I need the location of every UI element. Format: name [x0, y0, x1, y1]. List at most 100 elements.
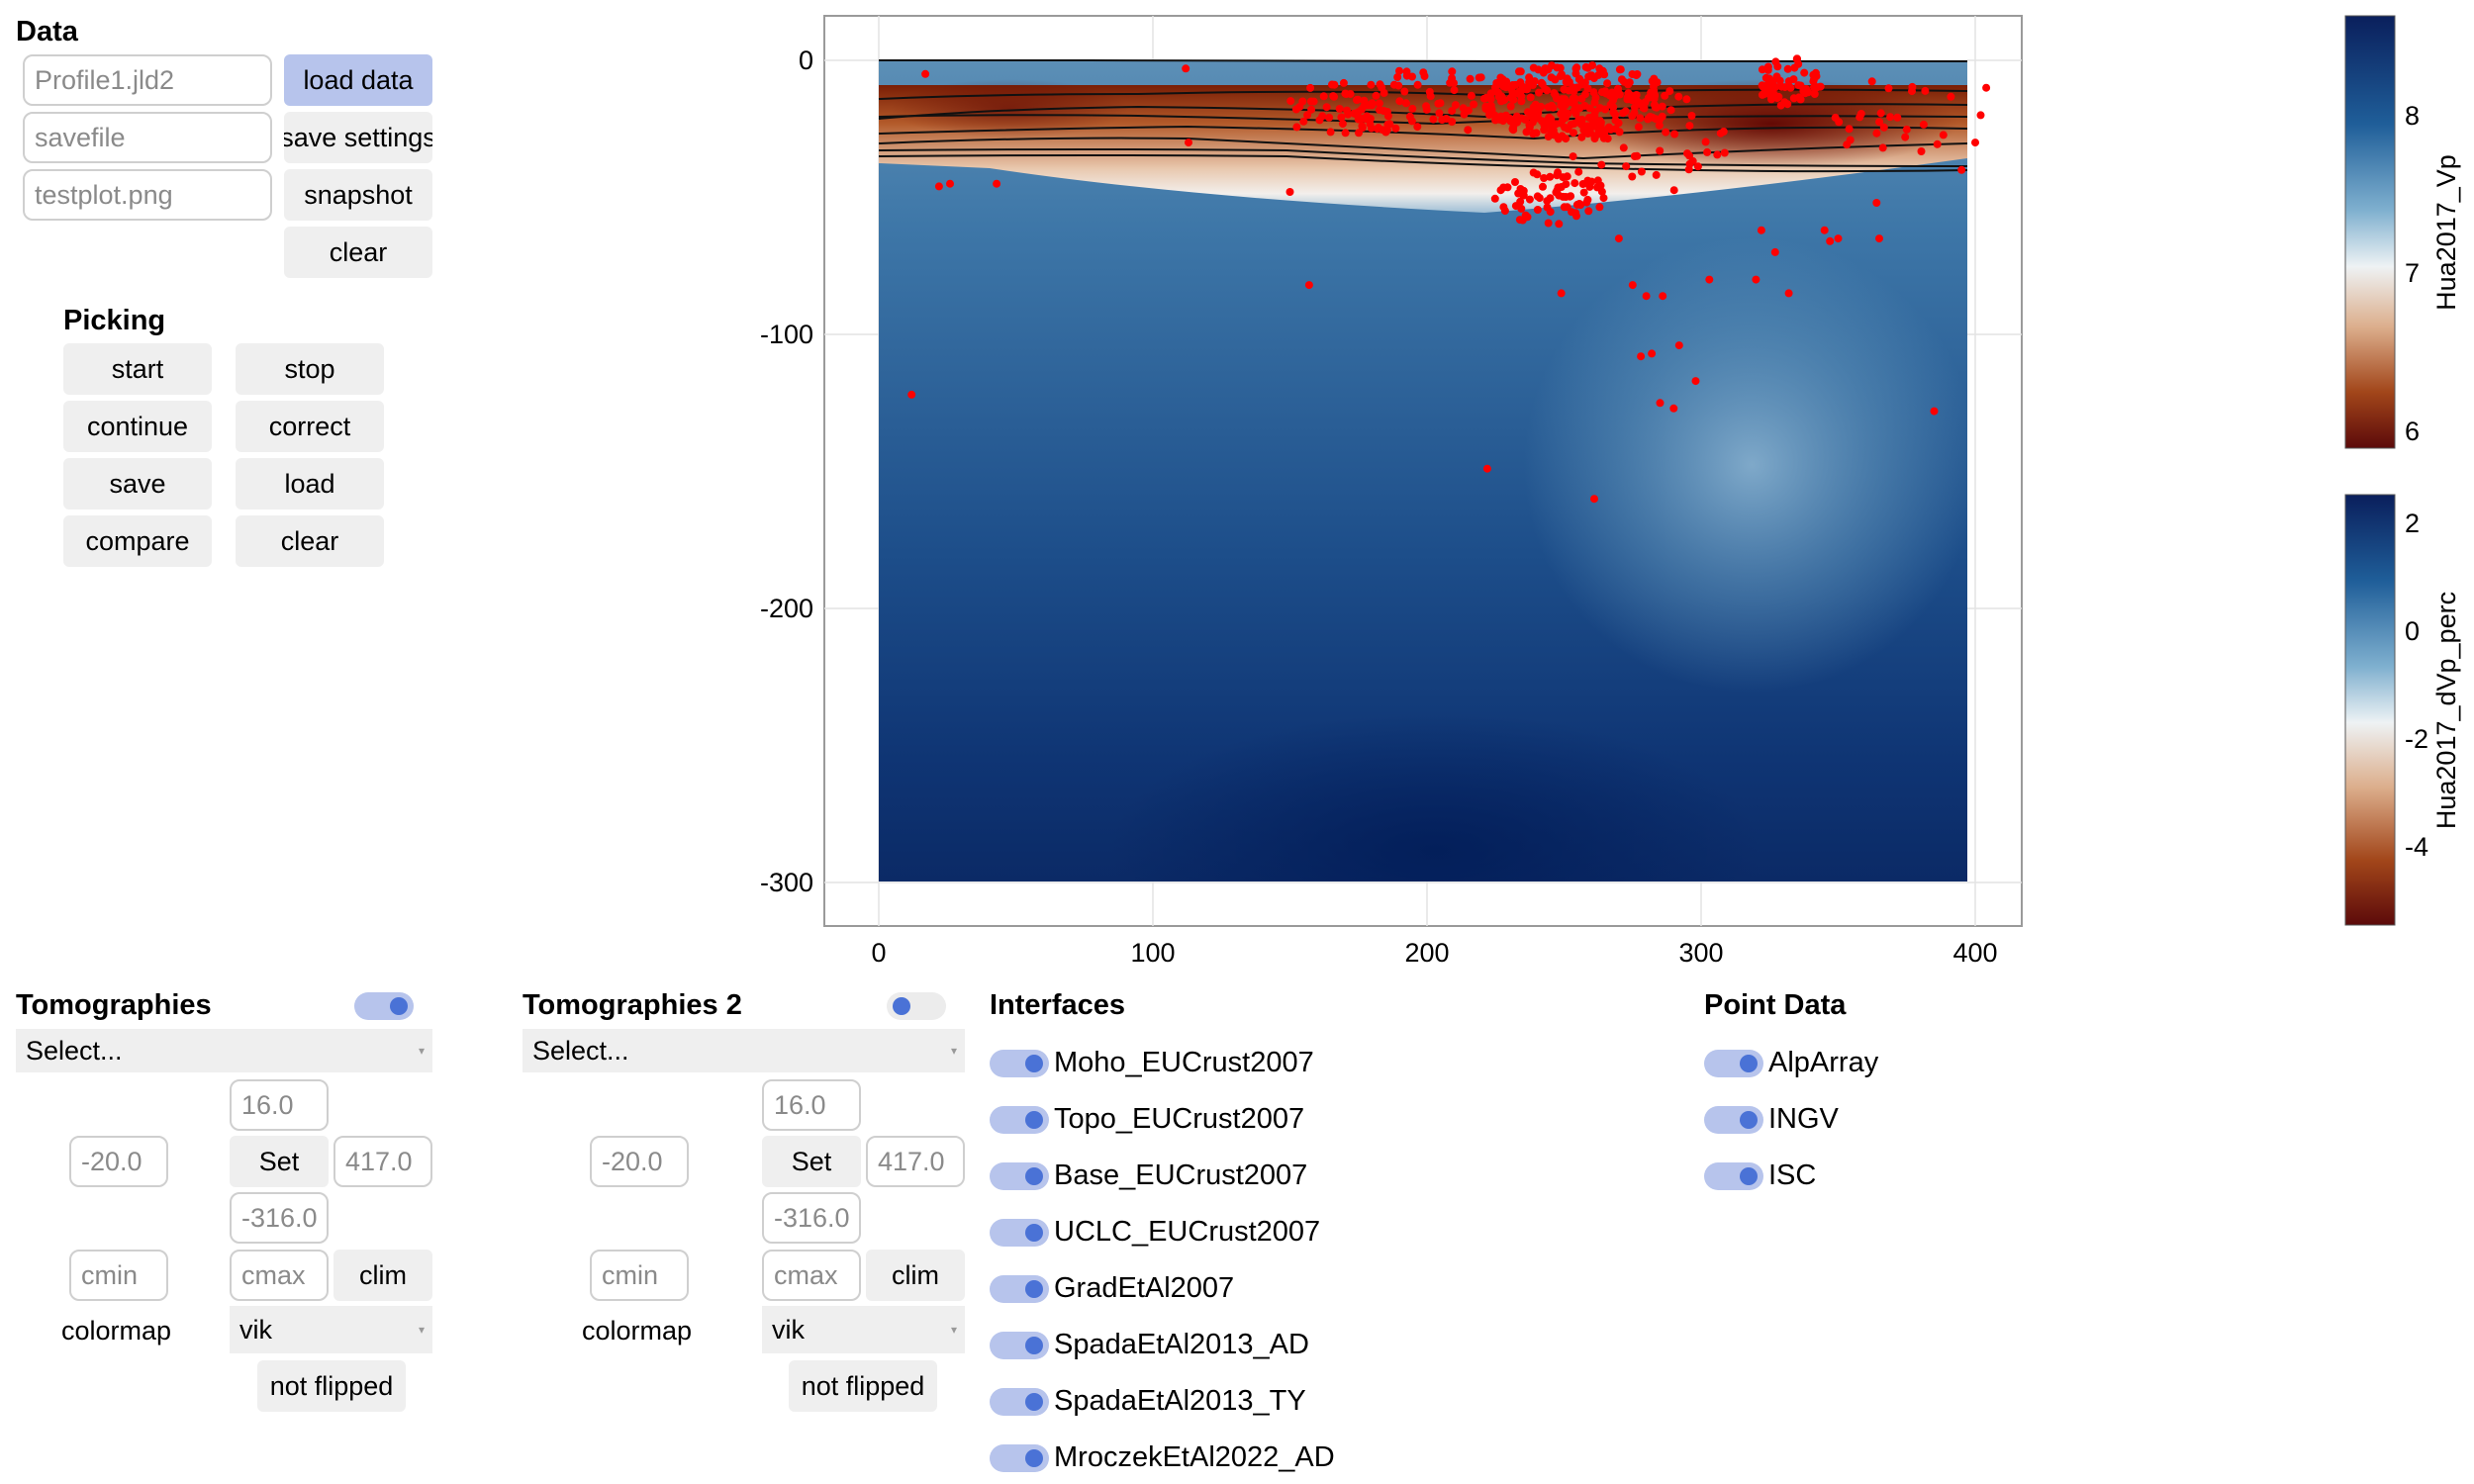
- scatter-point: [1394, 81, 1403, 90]
- scatter-point: [1703, 147, 1712, 156]
- interface-toggle[interactable]: [990, 1162, 1049, 1190]
- interface-toggle[interactable]: [990, 1275, 1049, 1303]
- scatter-point: [1598, 66, 1607, 75]
- tomo-top-input[interactable]: 16.0: [230, 1079, 329, 1131]
- tomo2-cmax-input[interactable]: cmax: [762, 1250, 861, 1301]
- scatter-point: [1784, 77, 1793, 86]
- scatter-point: [1435, 109, 1444, 118]
- scatter-point: [1583, 63, 1592, 72]
- picking-stop-button[interactable]: stop: [236, 343, 384, 395]
- scatter-point: [1571, 109, 1580, 118]
- scatter-point: [1322, 103, 1331, 112]
- tomo2-cmin-input[interactable]: cmin: [590, 1250, 689, 1301]
- tomo2-set-button[interactable]: Set: [762, 1136, 861, 1187]
- tomo-right-input[interactable]: 417.0: [333, 1136, 432, 1187]
- scatter-point: [1577, 80, 1586, 89]
- picking-start-button[interactable]: start: [63, 343, 212, 395]
- tomo2-right-input[interactable]: 417.0: [866, 1136, 965, 1187]
- tomography-select[interactable]: Select... ▾: [16, 1029, 432, 1072]
- savefile-placeholder: savefile: [35, 122, 126, 152]
- interface-toggle[interactable]: [990, 1388, 1049, 1416]
- scatter-point: [1780, 98, 1789, 107]
- scatter-point: [1875, 234, 1883, 243]
- picking-clear-button[interactable]: clear: [236, 515, 384, 567]
- tomo-flip-button[interactable]: not flipped: [257, 1360, 406, 1412]
- interface-label: MroczekEtAl2022_AD: [1054, 1441, 1335, 1473]
- toggle-knob: [1025, 1224, 1043, 1242]
- picking-save-button[interactable]: save: [63, 458, 212, 510]
- scatter-point: [1878, 143, 1887, 152]
- scatter-point: [1631, 103, 1639, 112]
- scatter-point: [1338, 120, 1347, 129]
- scatter-point: [1784, 289, 1793, 298]
- save-settings-button[interactable]: save settings: [284, 112, 432, 163]
- tomo-left-input[interactable]: -20.0: [69, 1136, 168, 1187]
- interface-toggle[interactable]: [990, 1050, 1049, 1077]
- scatter-point: [1628, 172, 1637, 181]
- scatter-point: [1757, 226, 1765, 234]
- scatter-point: [1652, 170, 1661, 179]
- scatter-point: [1577, 133, 1586, 141]
- profile-plot[interactable]: 0 -100 -200 -300 0 100 200 300 400: [752, 0, 2058, 979]
- snapshot-button[interactable]: snapshot: [284, 169, 432, 221]
- picking-compare-button[interactable]: compare: [63, 515, 212, 567]
- tomo2-colormap-select[interactable]: vik ▾: [762, 1306, 965, 1353]
- scatter-point: [1328, 80, 1336, 89]
- scatter-point: [1511, 178, 1519, 186]
- scatter-point: [1570, 179, 1579, 188]
- point-data-title: Point Data: [1704, 989, 1847, 1021]
- interface-toggle[interactable]: [990, 1219, 1049, 1247]
- clear-data-button[interactable]: clear: [284, 227, 432, 278]
- picking-load-button[interactable]: load: [236, 458, 384, 510]
- interface-toggle[interactable]: [990, 1444, 1049, 1472]
- interface-toggle[interactable]: [990, 1106, 1049, 1134]
- scatter-point: [1879, 123, 1888, 132]
- scatter-point: [1515, 216, 1524, 225]
- scatter-point: [1493, 88, 1502, 97]
- tomo-colormap-select[interactable]: vik ▾: [230, 1306, 432, 1353]
- scatter-point: [1669, 404, 1678, 413]
- scatter-point: [1355, 129, 1363, 138]
- tomo-cmax-input[interactable]: cmax: [230, 1250, 329, 1301]
- tomographies-toggle[interactable]: [354, 992, 414, 1020]
- picking-continue-button[interactable]: continue: [63, 401, 212, 452]
- scatter-point: [1569, 152, 1577, 161]
- scatter-point: [1820, 226, 1829, 234]
- tomo-bottom-input[interactable]: -316.0: [230, 1192, 329, 1244]
- profile-file-input[interactable]: Profile1.jld2: [23, 54, 272, 106]
- scatter-point: [1292, 123, 1301, 132]
- point-data-toggle[interactable]: [1704, 1106, 1763, 1134]
- point-data-toggle[interactable]: [1704, 1162, 1763, 1190]
- colorbar-vp-tick: 7: [2405, 258, 2420, 288]
- savefile-input[interactable]: savefile: [23, 112, 272, 163]
- scatter-point: [1546, 172, 1555, 181]
- picking-correct-button[interactable]: correct: [236, 401, 384, 452]
- scatter-point: [1519, 186, 1528, 195]
- y-tick-label: -200: [760, 594, 813, 623]
- tomo-set-button[interactable]: Set: [230, 1136, 329, 1187]
- tomo2-bottom-input[interactable]: -316.0: [762, 1192, 861, 1244]
- tomo2-top-input[interactable]: 16.0: [762, 1079, 861, 1131]
- tomo-cmin-input[interactable]: cmin: [69, 1250, 168, 1301]
- scatter-point: [921, 69, 930, 78]
- scatter-point: [1448, 107, 1457, 116]
- load-data-button[interactable]: load data: [284, 54, 432, 106]
- tomo-clim-button[interactable]: clim: [333, 1250, 432, 1301]
- point-data-toggle[interactable]: [1704, 1050, 1763, 1077]
- interface-toggle[interactable]: [990, 1332, 1049, 1359]
- tomo2-left-input[interactable]: -20.0: [590, 1136, 689, 1187]
- scatter-point: [1767, 95, 1775, 104]
- tomo2-clim-button[interactable]: clim: [866, 1250, 965, 1301]
- picking-section-title: Picking: [63, 305, 166, 336]
- tomo2-flip-button[interactable]: not flipped: [789, 1360, 937, 1412]
- plot-file-input[interactable]: testplot.png: [23, 169, 272, 221]
- tomographies2-toggle[interactable]: [887, 992, 946, 1020]
- scatter-point: [1459, 104, 1468, 113]
- scatter-point: [1601, 105, 1609, 114]
- scatter-point: [1373, 125, 1381, 134]
- scatter-point: [1400, 87, 1409, 96]
- scatter-point: [1540, 174, 1549, 182]
- tomography2-select[interactable]: Select... ▾: [523, 1029, 965, 1072]
- scatter-point: [1553, 63, 1562, 72]
- scatter-point: [1319, 92, 1328, 101]
